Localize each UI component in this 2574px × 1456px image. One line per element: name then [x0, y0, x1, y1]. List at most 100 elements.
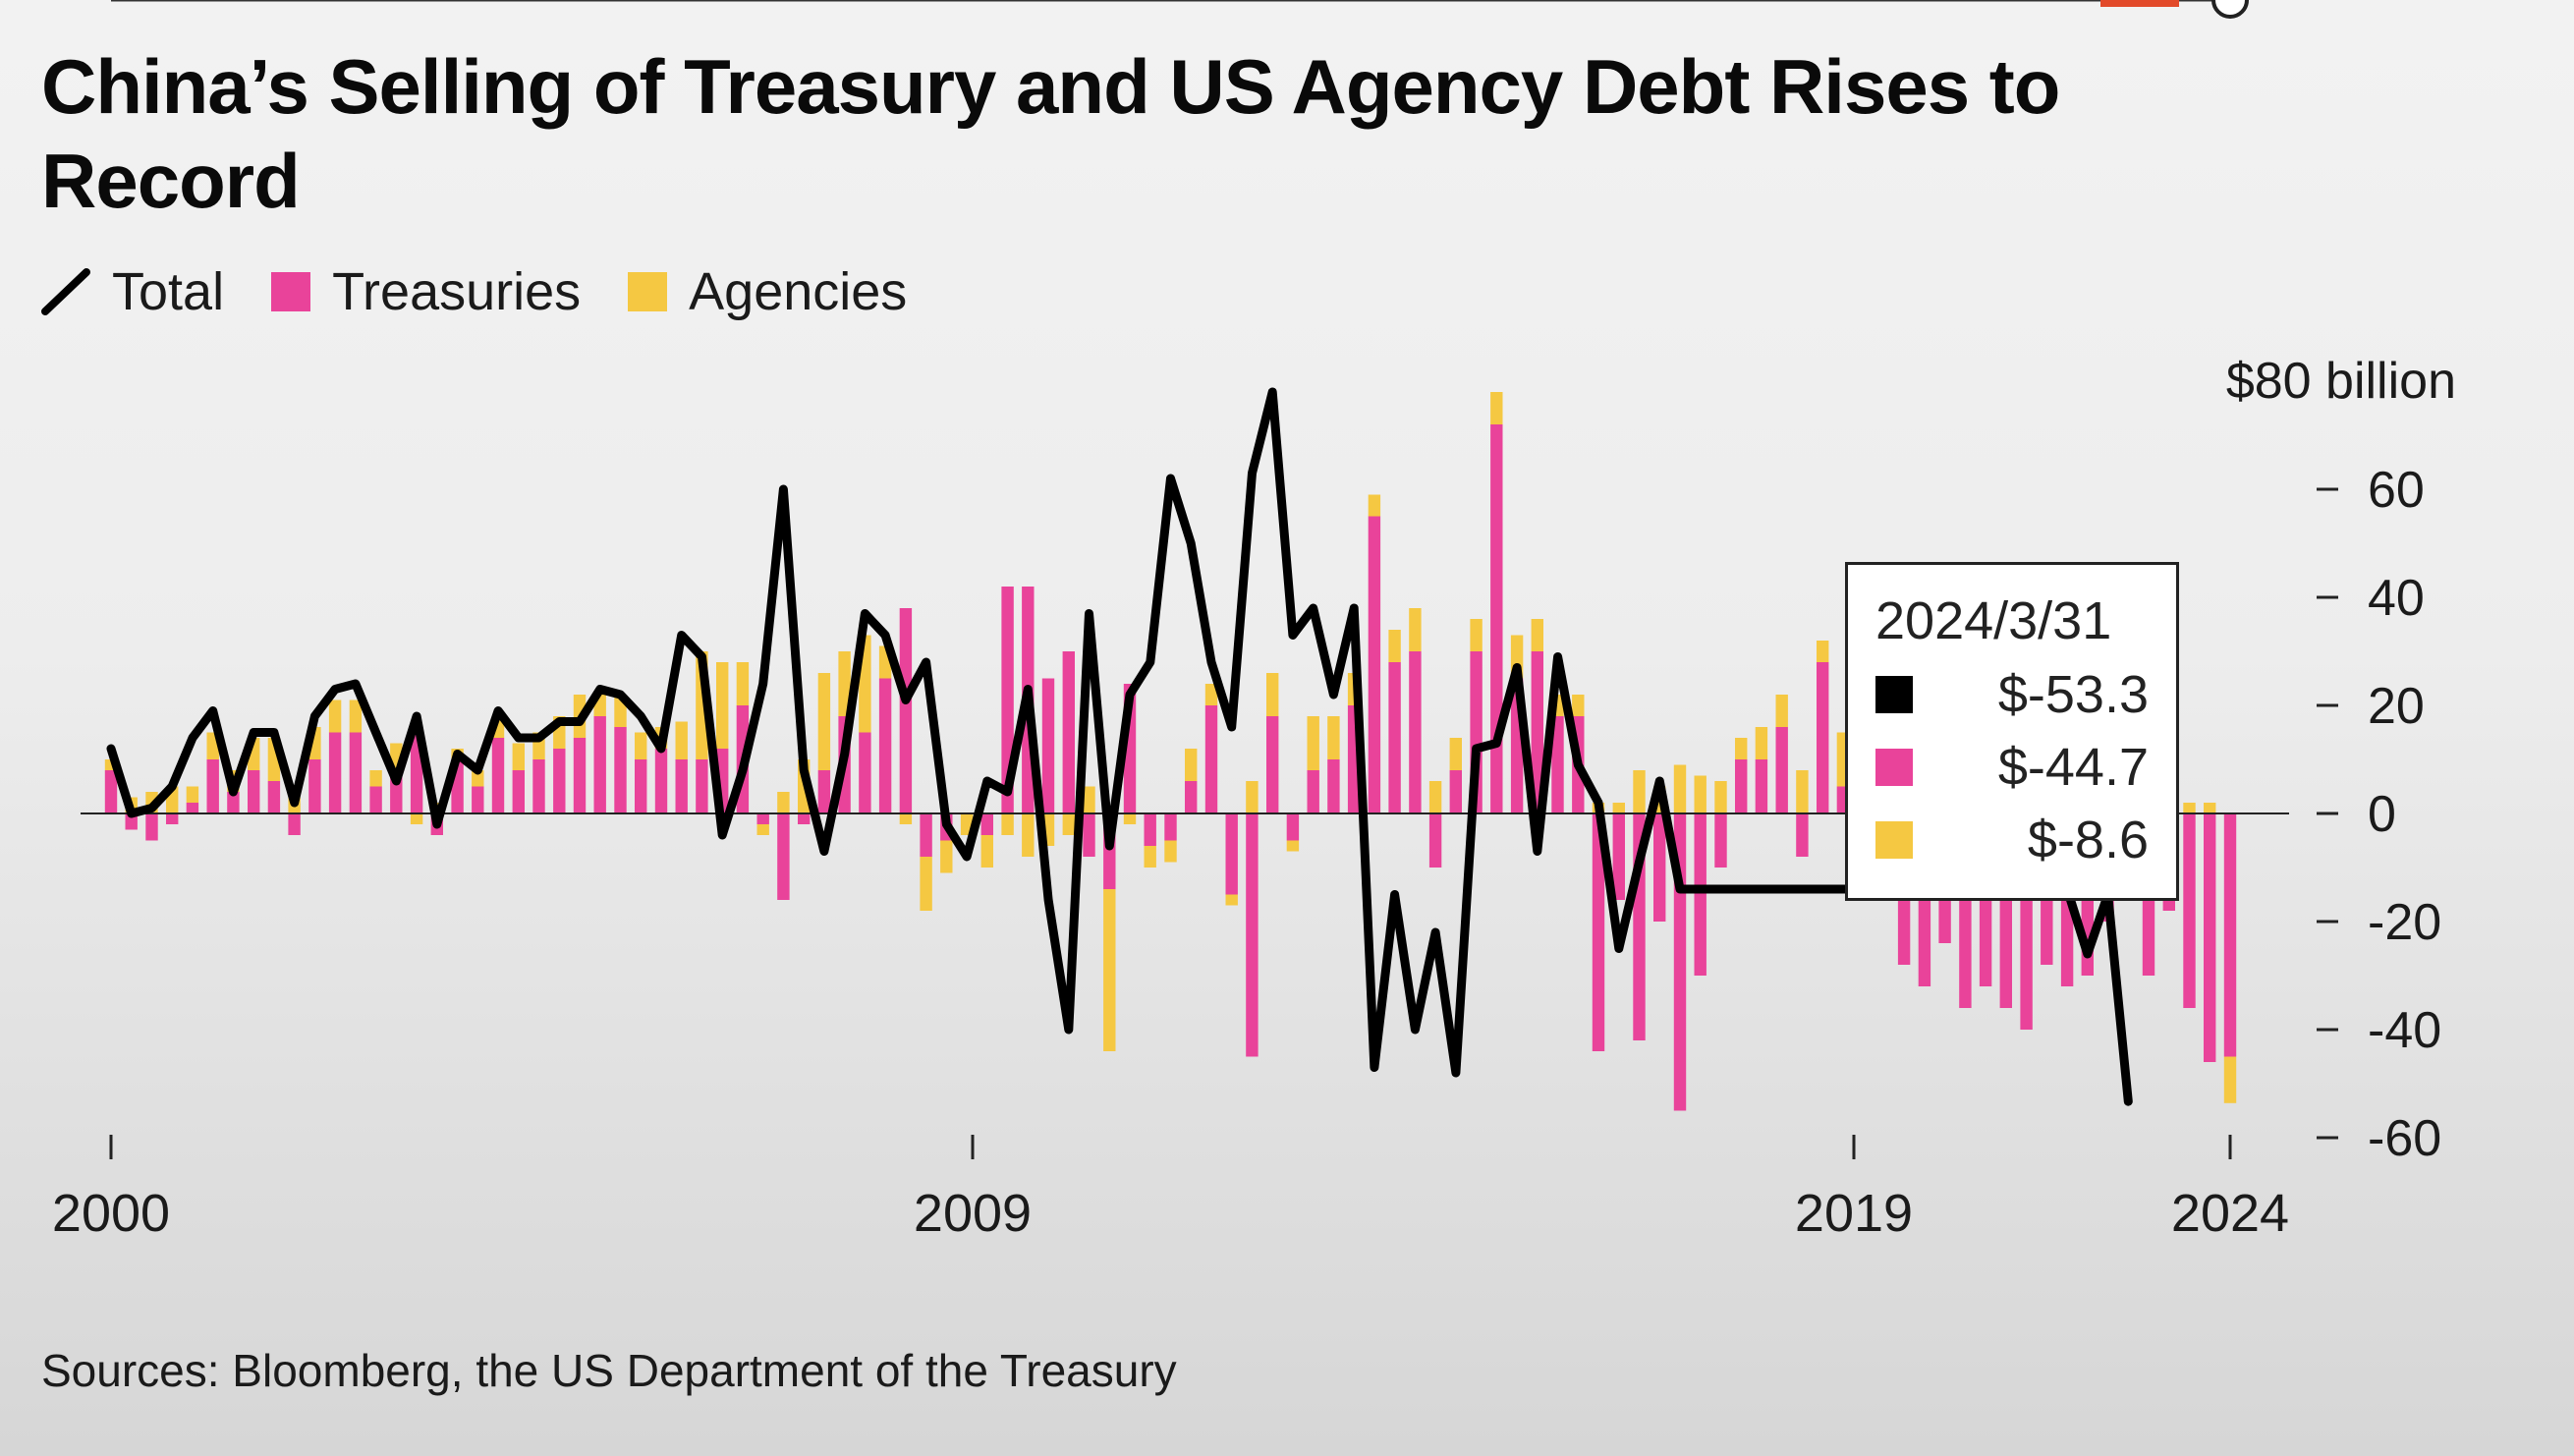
treasuries-bar	[267, 781, 281, 813]
treasuries-bar	[1531, 651, 1543, 813]
treasuries-bar	[1164, 813, 1177, 841]
agencies-bar	[1164, 840, 1177, 863]
treasuries-bar	[472, 786, 484, 813]
agencies-bar	[980, 835, 993, 868]
legend-label-total: Total	[112, 262, 225, 321]
y-tick-label: 0	[2368, 786, 2396, 843]
y-tick-label: -60	[2368, 1110, 2441, 1167]
treasuries-bar	[920, 813, 932, 857]
treasuries-bar	[1041, 678, 1055, 813]
agencies-bar	[1204, 684, 1218, 705]
treasuries-bar	[1428, 813, 1442, 868]
treasuries-bar	[1796, 813, 1809, 857]
treasuries-bar	[328, 732, 342, 813]
treasuries-bar	[798, 813, 811, 824]
treasuries-bar	[675, 759, 688, 813]
chart-source: Sources: Bloomberg, the US Department of…	[41, 1345, 1177, 1396]
agencies-bar	[1490, 392, 1503, 424]
legend-label-treasuries: Treasuries	[332, 262, 582, 321]
agencies-bar	[736, 662, 750, 705]
total-line	[106, 387, 2133, 1106]
treasuries-bar	[1714, 813, 1727, 868]
legend-item-agencies[interactable]: Agencies	[628, 261, 907, 322]
treasuries-bar	[573, 738, 587, 813]
treasuries-bar	[145, 813, 158, 841]
y-axis-unit-label: $80 billion	[2226, 353, 2456, 410]
treasuries-bar	[1368, 516, 1381, 813]
agencies-bar	[1225, 894, 1238, 906]
agencies-bar	[1185, 749, 1198, 781]
agencies-bar	[1123, 813, 1137, 824]
agencies-bar	[1368, 494, 1381, 517]
treasuries-bar	[1490, 424, 1503, 813]
x-tick-label: 2024	[2171, 1184, 2289, 1243]
x-tick-label: 2000	[52, 1184, 170, 1243]
agencies-bar	[1714, 781, 1727, 813]
agencies-bar	[1327, 716, 1340, 759]
agencies-swatch-icon	[1875, 821, 1913, 859]
treasuries-bar	[696, 759, 708, 813]
treasuries-bar	[1449, 770, 1462, 813]
treasuries-bar	[1204, 705, 1218, 813]
agencies-bar	[104, 759, 118, 770]
y-tick-label: -40	[2368, 1002, 2441, 1059]
treasuries-bar	[1062, 651, 1075, 813]
treasuries-bar	[817, 770, 831, 813]
tooltip-total-value: $-53.3	[1997, 665, 2149, 724]
treasuries-bar	[104, 770, 118, 813]
treasuries-bar	[1817, 662, 1829, 813]
treasuries-bar	[2183, 813, 2196, 1008]
treasuries-bar	[349, 732, 363, 813]
y-tick-label: 40	[2368, 570, 2425, 627]
treasuries-bar	[635, 759, 647, 813]
agencies-bar	[1062, 813, 1075, 835]
treasuries-bar	[614, 727, 627, 813]
treasuries-bar	[1083, 813, 1095, 857]
treasuries-bar	[1307, 770, 1319, 813]
agencies-bar	[756, 824, 769, 835]
agencies-bar	[940, 840, 953, 873]
agencies-bar	[410, 813, 423, 824]
agencies-bar	[472, 770, 484, 787]
agencies-bar	[349, 700, 363, 733]
treasuries-bar	[1327, 759, 1340, 813]
total-swatch-icon	[1875, 676, 1913, 713]
agencies-bar	[2183, 803, 2196, 813]
legend-item-total[interactable]: Total	[41, 261, 224, 322]
treasuries-swatch-icon	[1875, 749, 1913, 786]
treasuries-bar	[186, 803, 199, 813]
treasuries-bar	[1266, 716, 1279, 813]
agencies-bar	[1694, 775, 1707, 813]
agencies-bar	[1144, 846, 1156, 868]
legend-item-treasuries[interactable]: Treasuries	[271, 261, 581, 322]
treasuries-bar	[1735, 759, 1748, 813]
agencies-bar	[1083, 786, 1095, 813]
treasuries-bar	[756, 813, 769, 824]
treasuries-bar	[878, 678, 892, 813]
treasuries-bar	[1225, 813, 1238, 895]
treasuries-bar	[206, 759, 219, 813]
chart-legend: Total Treasuries Agencies	[41, 257, 954, 326]
tooltip-row-treasuries: $-44.7	[1875, 738, 2149, 797]
agencies-bar	[838, 651, 851, 716]
agencies-bar	[1572, 695, 1585, 716]
treasuries-bar	[859, 732, 871, 813]
agencies-bar	[1817, 641, 1829, 662]
agencies-bar	[1103, 889, 1116, 1051]
treasuries-bar	[1551, 716, 1564, 813]
treasuries-bar	[1592, 813, 1605, 1051]
tooltip-treasuries-value: $-44.7	[1997, 738, 2149, 797]
agencies-bar	[1246, 781, 1259, 813]
treasuries-bar	[369, 786, 382, 813]
agencies-bar	[817, 673, 831, 770]
treasuries-bar	[980, 813, 993, 835]
treasuries-bar	[248, 770, 260, 813]
agencies-bar	[1286, 840, 1300, 852]
agencies-bar	[2204, 803, 2216, 813]
agencies-bar	[2223, 1056, 2237, 1103]
y-tick-label: -20	[2368, 894, 2441, 951]
tooltip-agencies-value: $-8.6	[2027, 811, 2149, 869]
agencies-bar	[1612, 803, 1625, 813]
treasuries-bar	[532, 759, 545, 813]
agencies-bar	[1796, 770, 1809, 813]
